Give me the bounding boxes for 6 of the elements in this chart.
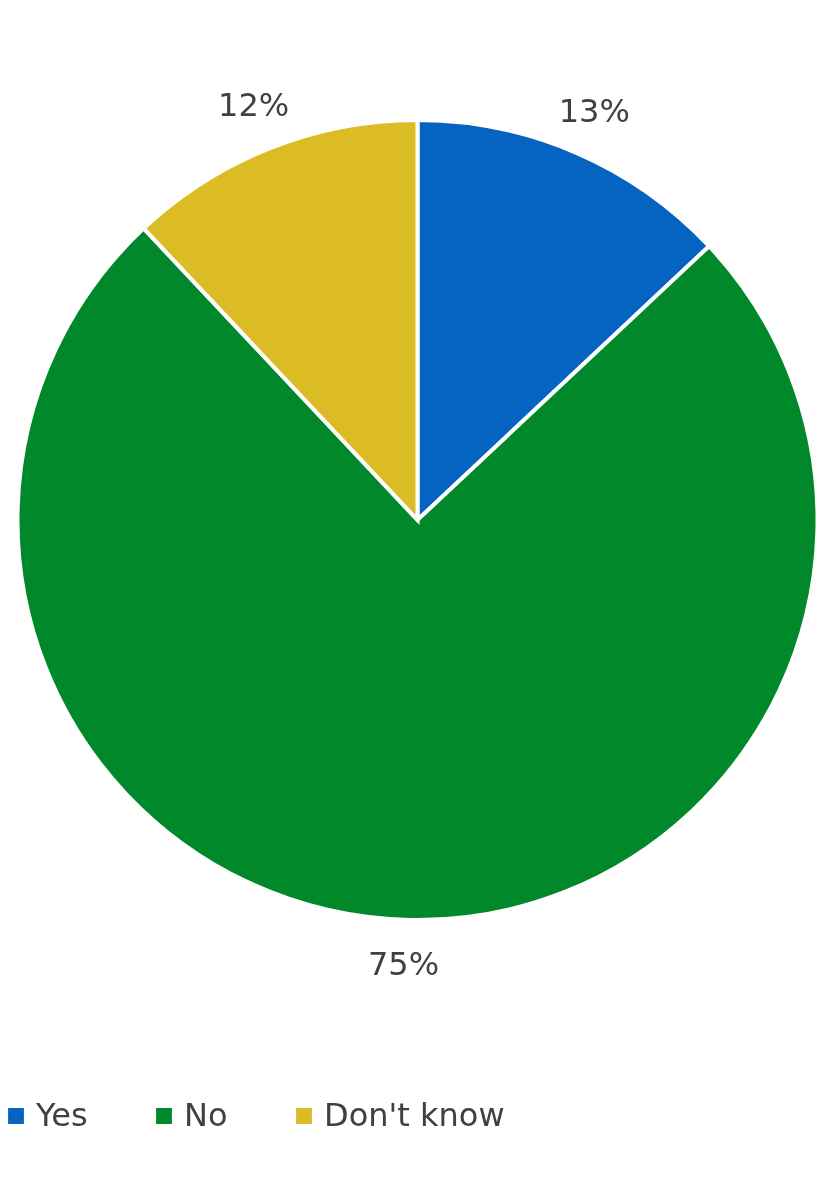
legend-label: Don't know	[324, 1096, 505, 1134]
legend-label: Yes	[35, 1096, 88, 1134]
data-label: 12%	[218, 86, 290, 125]
legend-label: No	[184, 1096, 228, 1134]
data-label: 13%	[558, 91, 630, 130]
data-label: 75%	[367, 944, 440, 983]
